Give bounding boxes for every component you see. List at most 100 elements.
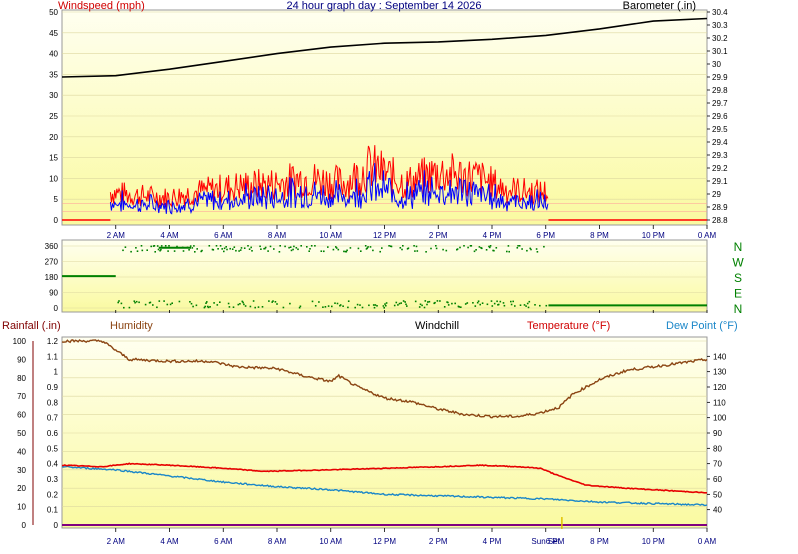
direction-point (167, 250, 169, 252)
direction-point (314, 305, 317, 307)
direction-point (244, 305, 247, 307)
direction-point (535, 248, 538, 250)
direction-point (481, 302, 484, 304)
direction-point (545, 304, 548, 307)
direction-point (442, 248, 444, 251)
rain-tick-label: 0.8 (47, 398, 59, 407)
wind-tick-label: 0 (54, 216, 59, 225)
direction-point (120, 302, 123, 305)
direction-point (243, 247, 246, 249)
rain-tick-label: 0.1 (47, 506, 59, 515)
direction-point (406, 305, 408, 307)
direction-point (271, 301, 273, 303)
wind-tick-label: 25 (49, 112, 58, 121)
direction-point (472, 302, 474, 304)
direction-point (526, 302, 529, 305)
direction-point (292, 248, 294, 251)
direction-point (496, 300, 498, 303)
direction-point (424, 300, 427, 302)
wind-tick-label: 30 (49, 91, 58, 100)
direction-point (171, 302, 173, 304)
direction-point (130, 250, 132, 253)
direction-point (503, 304, 506, 307)
direction-point (123, 306, 125, 309)
direction-point (393, 304, 396, 307)
direction-tick-label: 180 (45, 273, 59, 282)
direction-point (194, 251, 196, 253)
direction-point (451, 302, 453, 305)
direction-point (309, 248, 311, 250)
temp-tick-label: 100 (713, 414, 727, 423)
temperature-label: Temperature (°F) (527, 320, 610, 332)
direction-point (196, 248, 198, 250)
rainfall-axis-label: Rainfall (.in) (2, 320, 61, 332)
direction-point (138, 301, 140, 304)
direction-point (128, 306, 131, 309)
dewpoint-label: Dew Point (°F) (666, 320, 738, 332)
direction-tick-label: 360 (45, 242, 59, 251)
direction-point (419, 303, 422, 306)
direction-point (247, 245, 249, 247)
direction-point (479, 303, 481, 306)
rain-tick-label: 0.6 (47, 429, 59, 438)
direction-point (523, 304, 526, 306)
direction-point (507, 245, 510, 247)
direction-point (366, 247, 369, 249)
direction-point (456, 248, 459, 250)
baro-tick-label: 29.2 (712, 164, 728, 173)
wind-plot-area (61, 9, 708, 226)
barometer-series (61, 17, 708, 78)
direction-point (221, 248, 223, 250)
direction-point (398, 302, 401, 305)
direction-point (436, 300, 439, 302)
direction-point (308, 250, 310, 252)
x-tick-label-bottom: 10 PM (642, 537, 665, 546)
direction-point (163, 300, 165, 302)
direction-point (474, 305, 477, 307)
direction-point (486, 303, 489, 306)
direction-point (497, 303, 500, 306)
direction-point (534, 304, 536, 306)
humidity-tick-label: 20 (17, 484, 26, 493)
direction-point (379, 250, 381, 253)
direction-point (231, 248, 234, 250)
direction-point (135, 300, 138, 303)
direction-point (289, 246, 292, 248)
direction-point (295, 247, 298, 249)
tick-labels: 0510152025303540455028.828.92929.129.229… (13, 8, 745, 546)
direction-point (470, 245, 473, 247)
x-tick-label-bottom: 6 AM (214, 537, 233, 546)
direction-point (203, 306, 206, 309)
direction-point (527, 306, 530, 309)
direction-point (310, 245, 313, 247)
x-tick-label-top: 8 AM (268, 231, 287, 240)
direction-point (213, 302, 215, 304)
direction-point (297, 248, 299, 251)
direction-point (364, 245, 367, 247)
direction-point (152, 304, 154, 306)
x-tick-label-top: 6 PM (536, 231, 555, 240)
wind-tick-label: 5 (54, 195, 59, 204)
direction-point (160, 248, 162, 251)
direction-point (257, 306, 260, 308)
direction-point (499, 300, 502, 303)
direction-point (278, 251, 281, 253)
direction-point (423, 306, 426, 309)
compass-label: W (732, 256, 744, 270)
direction-point (539, 304, 541, 307)
direction-point (356, 303, 359, 306)
direction-point (454, 302, 456, 305)
direction-point (421, 304, 423, 307)
direction-point (254, 306, 256, 309)
baro-tick-label: 30.1 (712, 47, 728, 56)
wind-axis-label: Windspeed (mph) (58, 0, 145, 12)
direction-point (232, 306, 235, 308)
temp-tick-label: 70 (713, 460, 722, 469)
compass-label: E (734, 287, 742, 301)
direction-point (385, 302, 388, 304)
direction-point (529, 247, 531, 250)
direction-point (204, 305, 206, 308)
direction-point (492, 249, 494, 252)
direction-point (201, 249, 203, 252)
